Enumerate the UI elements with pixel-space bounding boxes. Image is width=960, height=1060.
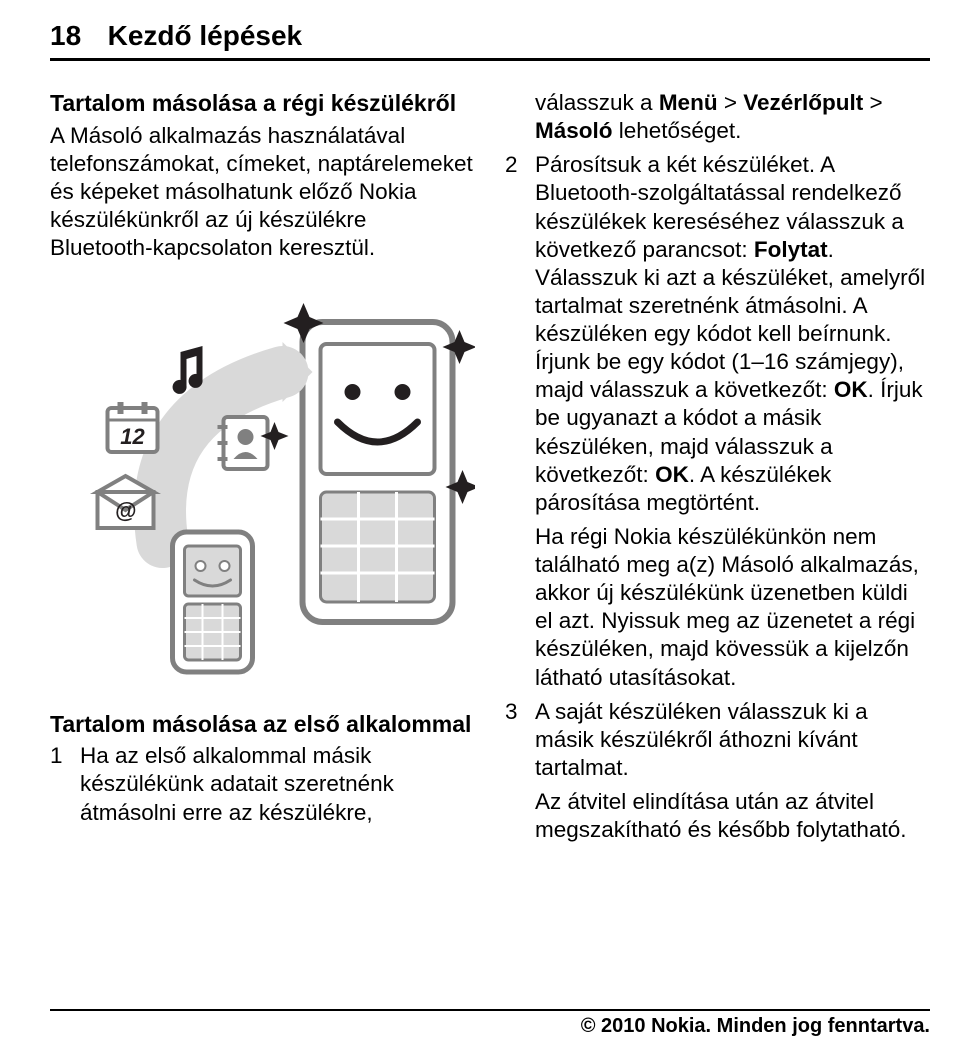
command-label: Folytat	[754, 237, 828, 262]
content-columns: Tartalom másolása a régi készülékről A M…	[50, 89, 930, 850]
step-body: A saját készüléken válasszuk ki a másik …	[535, 698, 930, 782]
left-column: Tartalom másolása a régi készülékről A M…	[50, 89, 475, 850]
text: >	[863, 90, 882, 115]
svg-text:12: 12	[120, 424, 145, 449]
text: >	[718, 90, 744, 115]
svg-text:@: @	[115, 498, 136, 523]
intro-paragraph: A Másoló alkalmazás használatával telefo…	[50, 122, 475, 263]
step-body: Ha az első alkalommal másik készülékünk …	[80, 742, 475, 826]
command-label: OK	[834, 377, 868, 402]
chapter-title: Kezdő lépések	[108, 20, 303, 52]
step-3-paragraph-2: Az átvitel elindítása után az átvitel me…	[535, 788, 930, 844]
step-body: Párosítsuk a két készüléket. A Bluetooth…	[535, 151, 930, 517]
menu-label: Másoló	[535, 118, 613, 143]
page-number: 18	[50, 20, 81, 52]
section-title: Tartalom másolása a régi készülékről	[50, 89, 475, 118]
step-2-paragraph-2: Ha régi Nokia készülékünkön nem találhat…	[535, 523, 930, 692]
page-header: 18 Kezdő lépések	[50, 20, 930, 61]
text: lehetőséget.	[613, 118, 742, 143]
text: válasszuk a	[535, 90, 659, 115]
step-1-continued: válasszuk a Menü > Vezérlőpult > Másoló …	[535, 89, 930, 145]
command-label: OK	[655, 462, 689, 487]
menu-label: Vezérlőpult	[743, 90, 863, 115]
step-number: 2	[505, 151, 535, 517]
text: Párosítsuk a két készüléket. A Bluetooth…	[535, 152, 904, 261]
step-2: 2 Párosítsuk a két készüléket. A Bluetoo…	[505, 151, 930, 517]
step-1: 1 Ha az első alkalommal másik készülékün…	[50, 742, 475, 826]
step-number: 3	[505, 698, 535, 782]
step-number: 1	[50, 742, 80, 826]
step-3: 3 A saját készüléken válasszuk ki a mási…	[505, 698, 930, 782]
right-column: válasszuk a Menü > Vezérlőpult > Másoló …	[505, 89, 930, 850]
menu-label: Menü	[659, 90, 718, 115]
sub-section-title: Tartalom másolása az első alkalommal	[50, 710, 475, 739]
transfer-illustration: @ 12	[50, 282, 475, 682]
page-footer: © 2010 Nokia. Minden jog fenntartva.	[50, 1009, 930, 1038]
